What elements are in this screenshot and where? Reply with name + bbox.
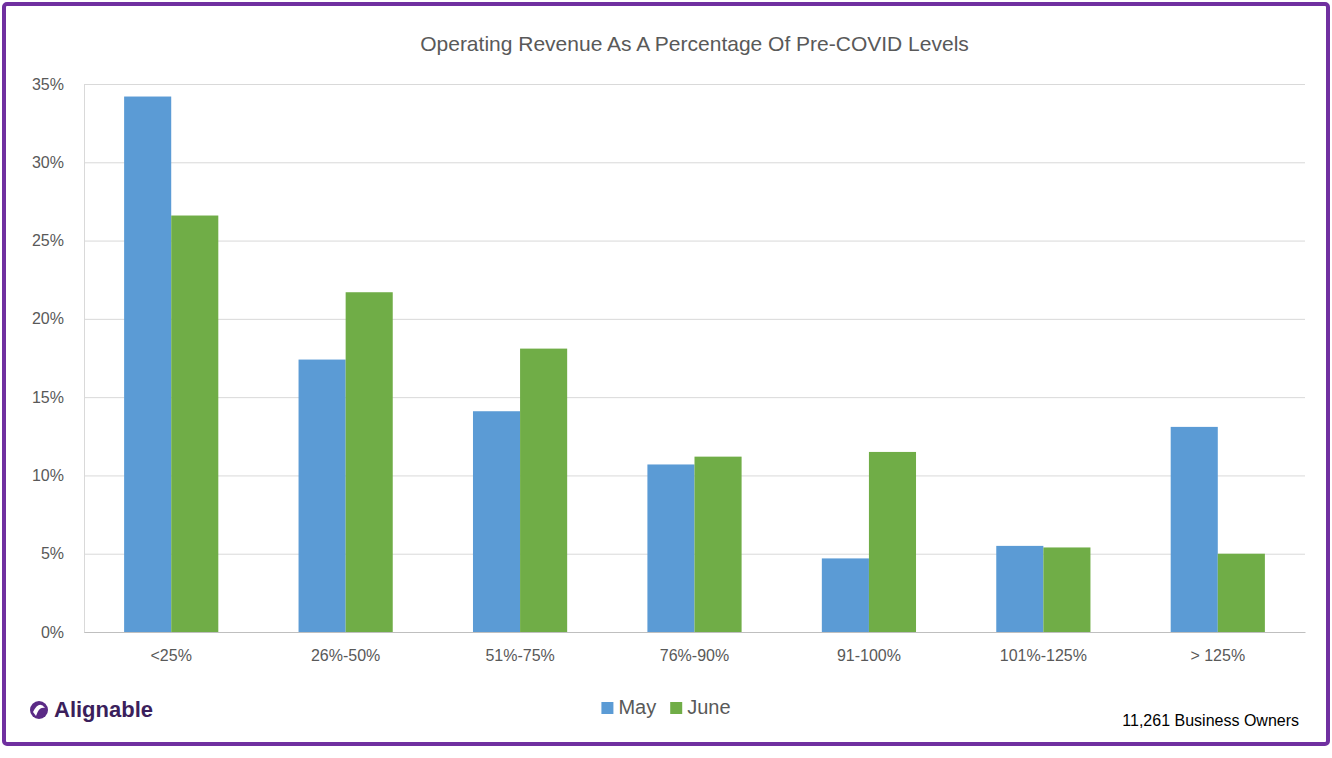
y-tick: 25%: [32, 232, 1305, 249]
bar: [822, 558, 869, 632]
bar: [346, 292, 393, 632]
y-tick-label: 20%: [32, 310, 64, 327]
legend: May June: [601, 696, 730, 718]
bars: [124, 97, 1265, 632]
bar: [171, 216, 218, 632]
legend-label: May: [618, 696, 656, 718]
bar: [1043, 547, 1090, 632]
bar: [124, 97, 171, 632]
chart: Operating Revenue As A Percentage Of Pre…: [0, 0, 1332, 758]
y-axis-line: [85, 85, 1306, 633]
frame: [4, 4, 1328, 744]
y-tick: 35%: [32, 76, 1305, 93]
bar: [299, 360, 346, 632]
y-tick-label: 0%: [41, 624, 64, 641]
legend-item: May: [601, 696, 656, 718]
grid-line: [84, 632, 1305, 633]
note: 11,261 Business Owners: [1122, 712, 1299, 729]
bar: [996, 546, 1043, 632]
logo-icon-detail: [33, 705, 45, 716]
logo-icon: [30, 701, 48, 719]
x-tick: 51%-75%: [485, 632, 554, 664]
x-tick: 26%-50%: [311, 632, 380, 664]
y-tick-label: 30%: [32, 154, 64, 171]
x-tick: > 125%: [1190, 632, 1245, 664]
grid-line: [84, 84, 1305, 85]
y-tick-label: 15%: [32, 389, 64, 406]
y-tick-label: 10%: [32, 467, 64, 484]
x-tick-label: > 125%: [1190, 647, 1245, 664]
grid-line: [84, 162, 1305, 163]
bar: [520, 349, 567, 632]
x-tick-label: 51%-75%: [485, 647, 554, 664]
grid-line: [84, 319, 1305, 320]
y-axis: 0% 5% 10% 15% 20% 25% 30% 35%: [32, 76, 1305, 641]
legend-swatch: [601, 702, 613, 714]
x-tick-label: 101%-125%: [1000, 647, 1087, 664]
title: Operating Revenue As A Percentage Of Pre…: [420, 32, 969, 55]
legend-label: June: [687, 696, 730, 718]
grid-line: [84, 397, 1305, 398]
bar: [695, 457, 742, 632]
y-tick: 20%: [32, 310, 1305, 327]
legend-item: June: [670, 696, 730, 718]
source: Alignable: [54, 697, 153, 722]
x-tick: 91-100%: [837, 632, 901, 664]
x-tick: 76%-90%: [660, 632, 729, 664]
x-axis-line: [85, 632, 1306, 633]
bar: [1218, 554, 1265, 632]
x-tick-label: 91-100%: [837, 647, 901, 664]
y-tick-label: 25%: [32, 232, 64, 249]
x-tick-label: 26%-50%: [311, 647, 380, 664]
grid-line: [84, 241, 1305, 242]
bar: [647, 464, 694, 632]
x-tick-label: 76%-90%: [660, 647, 729, 664]
x-tick-label: <25%: [151, 647, 192, 664]
y-tick-label: 5%: [41, 545, 64, 562]
y-tick: 30%: [32, 154, 1305, 171]
bar: [1171, 427, 1218, 632]
x-axis: <25% 26%-50% 51%-75% 76%-90% 91-100% 101%-125…: [85, 632, 1306, 664]
x-tick: <25%: [151, 632, 192, 664]
legend-swatch: [670, 702, 682, 714]
bar: [473, 411, 520, 632]
bar: [869, 452, 916, 632]
x-tick: 101%-125%: [1000, 632, 1087, 664]
y-tick-label: 35%: [32, 76, 64, 93]
y-tick: 15%: [32, 389, 1305, 406]
source-logo: Alignable: [30, 697, 153, 722]
